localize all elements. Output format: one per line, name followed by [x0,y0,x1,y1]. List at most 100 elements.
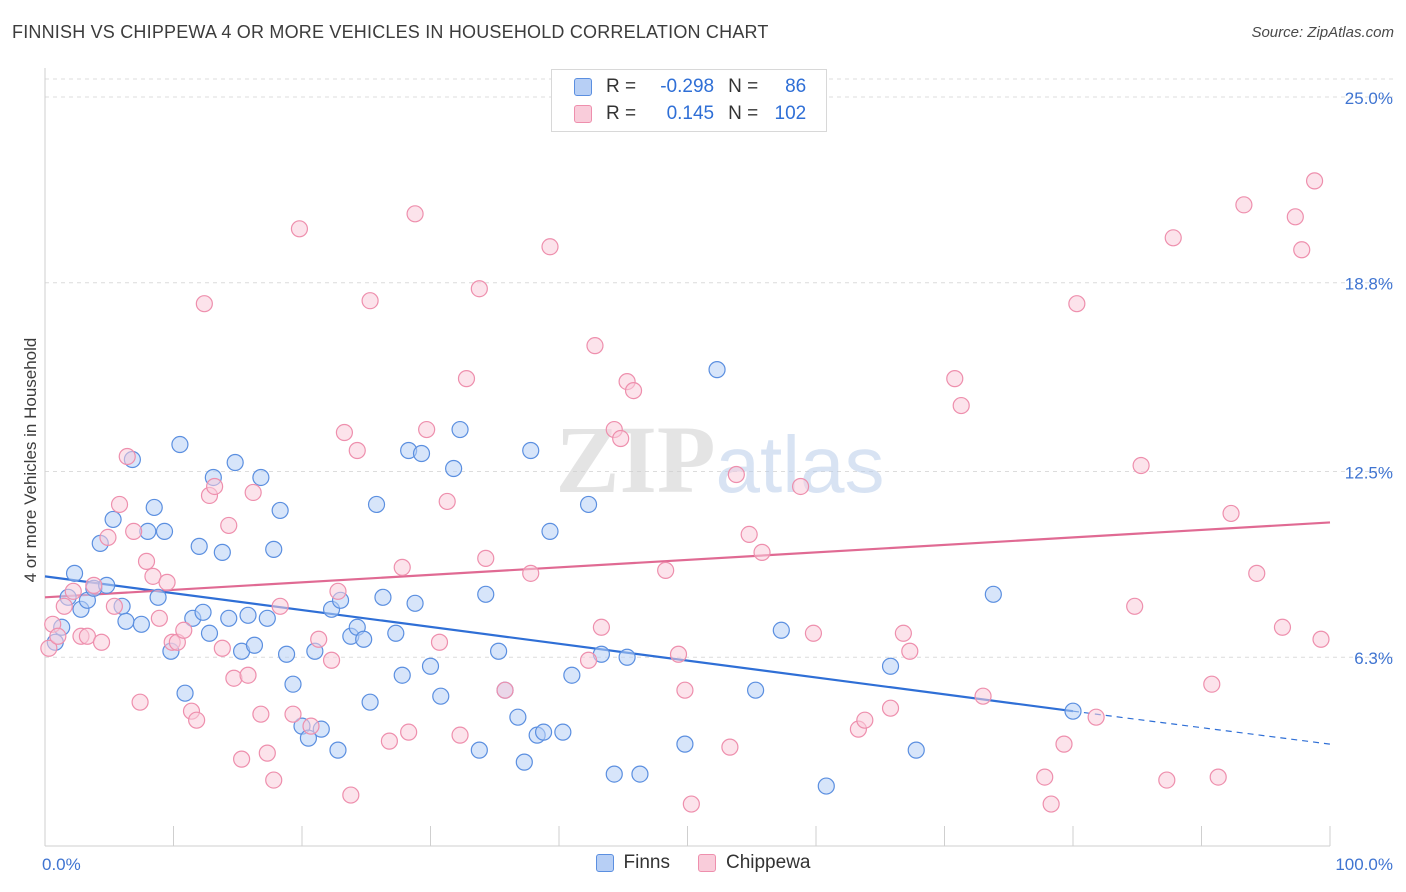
finns-point [265,540,283,558]
r-label: R = [606,103,637,124]
chippewa-point [624,381,643,400]
x-tick-label: 100.0% [1335,855,1393,874]
chippewa-point [220,516,238,535]
chippewa-point [195,295,213,313]
finns-point [708,361,726,379]
finns-point [490,642,508,660]
chippewa-point [804,624,823,642]
chippewa-point [400,723,418,741]
legend-item-finns[interactable]: Finns [595,852,670,874]
chippewa-point [457,370,476,388]
chart-title: FINNISH VS CHIPPEWA 4 OR MORE VEHICLES I… [12,22,769,42]
chippewa-point [64,582,82,600]
stats-row-chippewa: R = 0.145 N = 102 [574,101,806,127]
chippewa-point [522,564,540,582]
finns-point [541,522,559,541]
chippewa-point [244,483,262,502]
n-value: 102 [774,103,807,124]
chippewa-point [85,576,103,594]
finns-point [171,435,189,454]
chippewa-point [137,552,156,570]
finns-trend-line [44,575,1074,713]
finns-point [132,615,150,633]
finns-swatch [574,78,592,96]
chippewa-point [952,396,970,415]
chippewa-point [1068,295,1086,313]
finns-point [329,741,347,759]
chippewa-point [1087,708,1105,726]
r-value: -0.298 [660,76,715,97]
chippewa-point [1036,768,1054,786]
chippewa-point [676,681,694,699]
finns-point [387,624,405,642]
chippewa-point [118,447,136,466]
finns-point [412,444,431,463]
finns-point [367,495,386,514]
chippewa-point [206,477,224,496]
chippewa-point [894,624,912,642]
chippewa-point [856,711,874,729]
chippewa-point [740,525,758,544]
finns-point [155,522,174,541]
chippewa-point [188,711,206,729]
chippewa-point [682,795,700,813]
chippewa-point [406,205,424,223]
chippewa-point [721,738,739,756]
chippewa-point [322,651,341,669]
chippewa-point [329,582,347,600]
chippewa-point [1248,564,1266,582]
chippewa-point [40,639,58,657]
finns-point [515,753,533,771]
finns-point [817,777,835,795]
finns-point [676,735,694,753]
finns-point [881,657,900,675]
trend-lines [44,521,1331,745]
finns-point [579,495,598,514]
y-tick-label: 12.5% [1345,463,1393,482]
chippewa-point [125,522,143,541]
chippewa-point [1222,504,1240,523]
chippewa-point [1132,456,1150,475]
chippewa-point [233,750,251,768]
y-axis-label: 4 or more Vehicles in Household [21,338,40,583]
chippewa-point [348,441,366,460]
finns-point [213,543,231,561]
chippewa-point [49,627,67,645]
chippewa-point [239,666,257,684]
chippewa-point [1164,229,1182,247]
chippewa-point [669,645,688,663]
finns-point [104,510,122,529]
finns-point [470,741,488,759]
chippewa-point [901,642,919,660]
chippewa-point [612,429,630,448]
series-legend: Finns Chippewa [0,852,1406,874]
chippewa-point [393,558,411,576]
chippewa-point [225,669,243,687]
chippewa-point [791,477,810,496]
chippewa-point [1273,618,1292,636]
finns-point [554,723,572,741]
finns-point [522,441,540,460]
chippewa-point [946,370,964,388]
chippewa-point [727,465,745,484]
chippewa-point [265,771,283,789]
finns-point [984,585,1002,603]
axes [44,68,1331,847]
chippewa-point [99,528,117,547]
n-label: N = [728,103,759,124]
chippewa-point [753,543,771,561]
chippewa-point [175,621,193,639]
n-value: 86 [785,76,807,97]
data-points [40,172,1330,813]
finns-point [176,684,194,702]
chippewa-point [579,651,598,669]
finns-point [277,645,296,663]
finns-point [451,420,469,439]
finns-point [190,537,208,555]
chippewa-point [213,639,231,657]
legend-item-chippewa[interactable]: Chippewa [697,852,810,874]
chippewa-point [438,492,456,511]
chippewa-point [380,732,398,750]
chippewa-point [92,633,111,651]
finns-point [65,564,84,582]
